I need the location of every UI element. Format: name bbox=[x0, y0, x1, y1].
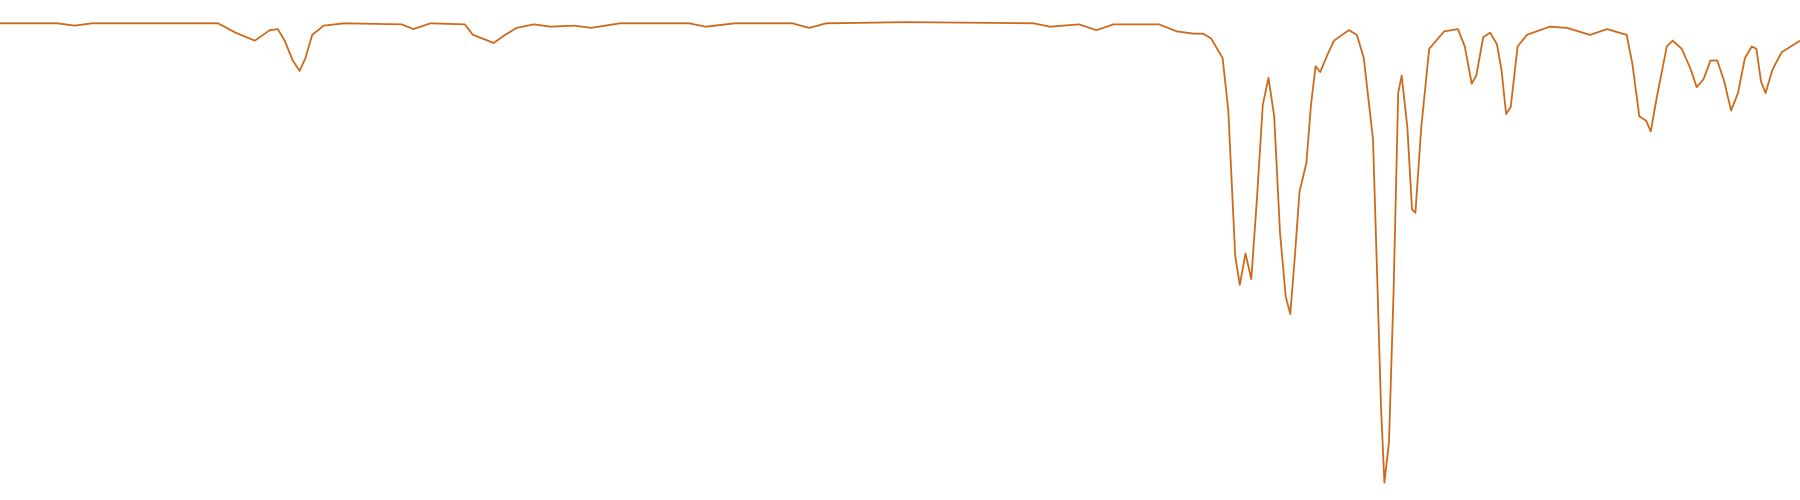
spectrum-line bbox=[0, 21, 1800, 484]
